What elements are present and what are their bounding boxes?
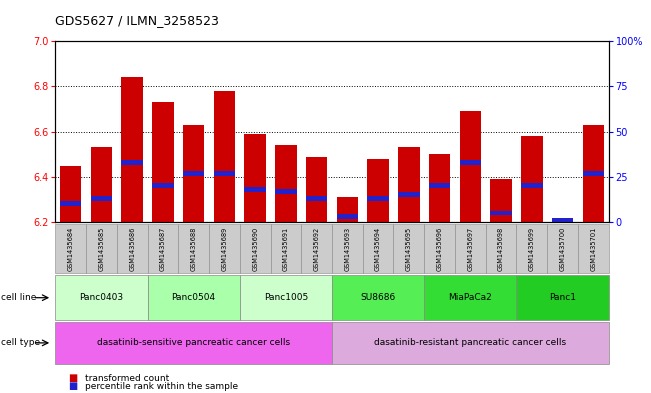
- Bar: [367, 159, 389, 222]
- Bar: [122, 160, 143, 165]
- Text: dasatinib-sensitive pancreatic cancer cells: dasatinib-sensitive pancreatic cancer ce…: [97, 338, 290, 347]
- Text: GSM1435686: GSM1435686: [129, 226, 135, 271]
- Bar: [460, 111, 481, 222]
- Text: Panc0403: Panc0403: [79, 293, 124, 302]
- Text: MiaPaCa2: MiaPaCa2: [449, 293, 492, 302]
- Bar: [275, 145, 297, 222]
- Text: percentile rank within the sample: percentile rank within the sample: [85, 382, 238, 391]
- Text: transformed count: transformed count: [85, 374, 169, 383]
- Bar: [214, 171, 235, 176]
- Text: GSM1435696: GSM1435696: [437, 226, 443, 271]
- Text: Panc0504: Panc0504: [172, 293, 215, 302]
- Bar: [583, 125, 604, 222]
- Text: cell type: cell type: [1, 338, 40, 347]
- Text: GSM1435699: GSM1435699: [529, 226, 535, 271]
- Text: dasatinib-resistant pancreatic cancer cells: dasatinib-resistant pancreatic cancer ce…: [374, 338, 566, 347]
- Bar: [337, 214, 358, 219]
- Text: GDS5627 / ILMN_3258523: GDS5627 / ILMN_3258523: [55, 14, 219, 27]
- Bar: [306, 156, 327, 222]
- Bar: [244, 187, 266, 192]
- Text: GSM1435684: GSM1435684: [68, 226, 74, 271]
- Bar: [398, 193, 420, 197]
- Bar: [183, 171, 204, 176]
- Bar: [460, 160, 481, 165]
- Bar: [429, 154, 450, 222]
- Bar: [583, 171, 604, 176]
- Bar: [337, 197, 358, 222]
- Text: GSM1435688: GSM1435688: [191, 226, 197, 271]
- Text: GSM1435694: GSM1435694: [375, 226, 381, 271]
- Bar: [429, 184, 450, 188]
- Bar: [275, 189, 297, 194]
- Bar: [521, 184, 542, 188]
- Text: cell line: cell line: [1, 293, 36, 302]
- Bar: [183, 125, 204, 222]
- Bar: [152, 184, 174, 188]
- Bar: [521, 136, 542, 222]
- Text: ■: ■: [68, 373, 77, 383]
- Bar: [306, 196, 327, 201]
- Bar: [60, 202, 81, 206]
- Text: GSM1435698: GSM1435698: [498, 226, 504, 271]
- Bar: [90, 196, 112, 201]
- Text: GSM1435693: GSM1435693: [344, 226, 350, 271]
- Text: GSM1435685: GSM1435685: [98, 226, 104, 271]
- Bar: [490, 179, 512, 222]
- Bar: [244, 134, 266, 222]
- Text: ■: ■: [68, 381, 77, 391]
- Text: GSM1435697: GSM1435697: [467, 226, 473, 271]
- Text: GSM1435700: GSM1435700: [560, 226, 566, 271]
- Text: Panc1: Panc1: [549, 293, 576, 302]
- Text: GSM1435695: GSM1435695: [406, 226, 412, 271]
- Text: GSM1435687: GSM1435687: [160, 226, 166, 271]
- Bar: [152, 102, 174, 222]
- Text: GSM1435701: GSM1435701: [590, 226, 596, 271]
- Text: GSM1435692: GSM1435692: [314, 226, 320, 271]
- Bar: [490, 211, 512, 215]
- Bar: [214, 91, 235, 222]
- Bar: [398, 147, 420, 222]
- Bar: [367, 196, 389, 201]
- Text: GSM1435691: GSM1435691: [283, 226, 289, 271]
- Bar: [552, 218, 574, 223]
- Text: SU8686: SU8686: [361, 293, 396, 302]
- Bar: [90, 147, 112, 222]
- Text: GSM1435690: GSM1435690: [252, 226, 258, 271]
- Bar: [122, 77, 143, 222]
- Text: Panc1005: Panc1005: [264, 293, 308, 302]
- Bar: [60, 165, 81, 222]
- Text: GSM1435689: GSM1435689: [221, 226, 227, 271]
- Bar: [552, 218, 574, 222]
